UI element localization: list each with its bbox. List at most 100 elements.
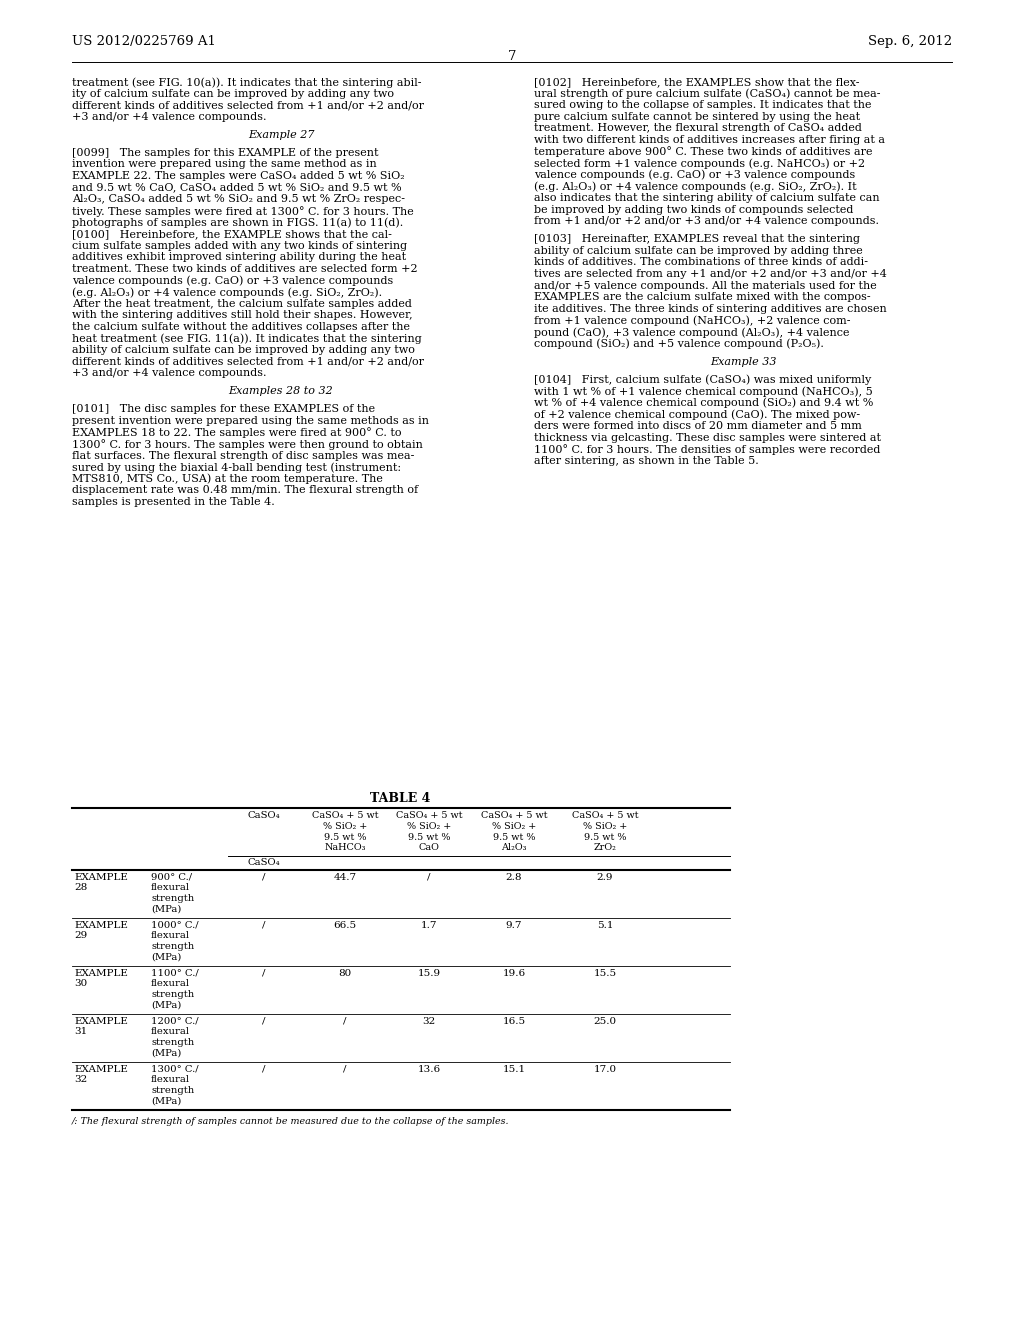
Text: Example 33: Example 33 bbox=[710, 356, 776, 367]
Text: 5.1: 5.1 bbox=[597, 921, 613, 931]
Text: heat treatment (see FIG. 11(a)). It indicates that the sintering: heat treatment (see FIG. 11(a)). It indi… bbox=[72, 334, 422, 345]
Text: strength: strength bbox=[151, 942, 195, 950]
Text: [0099]   The samples for this EXAMPLE of the present: [0099] The samples for this EXAMPLE of t… bbox=[72, 148, 379, 158]
Text: tively. These samples were fired at 1300° C. for 3 hours. The: tively. These samples were fired at 1300… bbox=[72, 206, 414, 216]
Text: ability of calcium sulfate can be improved by adding three: ability of calcium sulfate can be improv… bbox=[534, 246, 863, 256]
Text: US 2012/0225769 A1: US 2012/0225769 A1 bbox=[72, 36, 216, 48]
Text: /: / bbox=[262, 969, 266, 978]
Text: kinds of additives. The combinations of three kinds of addi-: kinds of additives. The combinations of … bbox=[534, 257, 868, 268]
Text: invention were prepared using the same method as in: invention were prepared using the same m… bbox=[72, 160, 377, 169]
Text: /: / bbox=[343, 1016, 347, 1026]
Text: [0101]   The disc samples for these EXAMPLES of the: [0101] The disc samples for these EXAMPL… bbox=[72, 404, 375, 414]
Text: 1100° C./: 1100° C./ bbox=[151, 969, 199, 978]
Text: 31: 31 bbox=[74, 1027, 87, 1036]
Text: ite additives. The three kinds of sintering additives are chosen: ite additives. The three kinds of sinter… bbox=[534, 304, 887, 314]
Text: flexural: flexural bbox=[151, 883, 190, 892]
Text: strength: strength bbox=[151, 1086, 195, 1096]
Text: After the heat treatment, the calcium sulfate samples added: After the heat treatment, the calcium su… bbox=[72, 298, 412, 309]
Text: 28: 28 bbox=[74, 883, 87, 892]
Text: 44.7: 44.7 bbox=[334, 873, 356, 882]
Text: Sep. 6, 2012: Sep. 6, 2012 bbox=[868, 36, 952, 48]
Text: wt % of +4 valence chemical compound (SiO₂) and 9.4 wt %: wt % of +4 valence chemical compound (Si… bbox=[534, 397, 873, 408]
Text: 1.7: 1.7 bbox=[421, 921, 437, 931]
Text: 1100° C. for 3 hours. The densities of samples were recorded: 1100° C. for 3 hours. The densities of s… bbox=[534, 444, 881, 455]
Text: and 9.5 wt % CaO, CaSO₄ added 5 wt % SiO₂ and 9.5 wt %: and 9.5 wt % CaO, CaSO₄ added 5 wt % SiO… bbox=[72, 182, 401, 193]
Text: /: / bbox=[427, 873, 431, 882]
Text: CaSO₄: CaSO₄ bbox=[248, 858, 281, 867]
Text: 7: 7 bbox=[508, 50, 516, 63]
Text: 32: 32 bbox=[422, 1016, 435, 1026]
Text: +3 and/or +4 valence compounds.: +3 and/or +4 valence compounds. bbox=[72, 368, 266, 378]
Text: the calcium sulfate without the additives collapses after the: the calcium sulfate without the additive… bbox=[72, 322, 410, 331]
Text: tives are selected from any +1 and/or +2 and/or +3 and/or +4: tives are selected from any +1 and/or +2… bbox=[534, 269, 887, 279]
Text: +3 and/or +4 valence compounds.: +3 and/or +4 valence compounds. bbox=[72, 112, 266, 121]
Text: strength: strength bbox=[151, 1038, 195, 1047]
Text: 2.9: 2.9 bbox=[597, 873, 613, 882]
Text: additives exhibit improved sintering ability during the heat: additives exhibit improved sintering abi… bbox=[72, 252, 407, 263]
Text: different kinds of additives selected from +1 and/or +2 and/or: different kinds of additives selected fr… bbox=[72, 356, 424, 367]
Text: from +1 and/or +2 and/or +3 and/or +4 valence compounds.: from +1 and/or +2 and/or +3 and/or +4 va… bbox=[534, 216, 879, 226]
Text: CaSO₄ + 5 wt
% SiO₂ +
9.5 wt %
ZrO₂: CaSO₄ + 5 wt % SiO₂ + 9.5 wt % ZrO₂ bbox=[571, 810, 638, 853]
Text: (MPa): (MPa) bbox=[151, 1048, 181, 1057]
Text: 32: 32 bbox=[74, 1076, 87, 1085]
Text: cium sulfate samples added with any two kinds of sintering: cium sulfate samples added with any two … bbox=[72, 240, 408, 251]
Text: sured by using the biaxial 4-ball bending test (instrument:: sured by using the biaxial 4-ball bendin… bbox=[72, 462, 401, 473]
Text: temperature above 900° C. These two kinds of additives are: temperature above 900° C. These two kind… bbox=[534, 147, 872, 157]
Text: [0102]   Hereinbefore, the EXAMPLES show that the flex-: [0102] Hereinbefore, the EXAMPLES show t… bbox=[534, 77, 859, 87]
Text: TABLE 4: TABLE 4 bbox=[370, 792, 430, 805]
Text: 15.5: 15.5 bbox=[594, 969, 616, 978]
Text: 30: 30 bbox=[74, 979, 87, 989]
Text: 15.1: 15.1 bbox=[503, 1065, 525, 1074]
Text: 1000° C./: 1000° C./ bbox=[151, 921, 199, 931]
Text: flexural: flexural bbox=[151, 1076, 190, 1085]
Text: 1300° C./: 1300° C./ bbox=[151, 1065, 199, 1074]
Text: (e.g. Al₂O₃) or +4 valence compounds (e.g. SiO₂, ZrO₂).: (e.g. Al₂O₃) or +4 valence compounds (e.… bbox=[72, 286, 382, 297]
Text: with 1 wt % of +1 valence chemical compound (NaHCO₃), 5: with 1 wt % of +1 valence chemical compo… bbox=[534, 387, 872, 397]
Text: 16.5: 16.5 bbox=[503, 1016, 525, 1026]
Text: treatment (see FIG. 10(a)). It indicates that the sintering abil-: treatment (see FIG. 10(a)). It indicates… bbox=[72, 77, 422, 87]
Text: ability of calcium sulfate can be improved by adding any two: ability of calcium sulfate can be improv… bbox=[72, 345, 415, 355]
Text: [0100]   Hereinbefore, the EXAMPLE shows that the cal-: [0100] Hereinbefore, the EXAMPLE shows t… bbox=[72, 228, 392, 239]
Text: sured owing to the collapse of samples. It indicates that the: sured owing to the collapse of samples. … bbox=[534, 100, 871, 110]
Text: 15.9: 15.9 bbox=[418, 969, 440, 978]
Text: pure calcium sulfate cannot be sintered by using the heat: pure calcium sulfate cannot be sintered … bbox=[534, 112, 860, 121]
Text: (e.g. Al₂O₃) or +4 valence compounds (e.g. SiO₂, ZrO₂). It: (e.g. Al₂O₃) or +4 valence compounds (e.… bbox=[534, 181, 857, 191]
Text: EXAMPLE: EXAMPLE bbox=[74, 969, 128, 978]
Text: CaSO₄: CaSO₄ bbox=[248, 810, 281, 820]
Text: 2.8: 2.8 bbox=[506, 873, 522, 882]
Text: CaSO₄ + 5 wt
% SiO₂ +
9.5 wt %
CaO: CaSO₄ + 5 wt % SiO₂ + 9.5 wt % CaO bbox=[395, 810, 462, 853]
Text: 900° C./: 900° C./ bbox=[151, 873, 193, 882]
Text: (MPa): (MPa) bbox=[151, 1097, 181, 1106]
Text: 80: 80 bbox=[338, 969, 351, 978]
Text: 13.6: 13.6 bbox=[418, 1065, 440, 1074]
Text: EXAMPLE: EXAMPLE bbox=[74, 921, 128, 931]
Text: EXAMPLE: EXAMPLE bbox=[74, 1016, 128, 1026]
Text: treatment. However, the flexural strength of CaSO₄ added: treatment. However, the flexural strengt… bbox=[534, 123, 862, 133]
Text: treatment. These two kinds of additives are selected form +2: treatment. These two kinds of additives … bbox=[72, 264, 418, 273]
Text: valence compounds (e.g. CaO) or +3 valence compounds: valence compounds (e.g. CaO) or +3 valen… bbox=[534, 170, 855, 181]
Text: with two different kinds of additives increases after firing at a: with two different kinds of additives in… bbox=[534, 135, 885, 145]
Text: with the sintering additives still hold their shapes. However,: with the sintering additives still hold … bbox=[72, 310, 413, 321]
Text: Example 27: Example 27 bbox=[248, 129, 314, 140]
Text: after sintering, as shown in the Table 5.: after sintering, as shown in the Table 5… bbox=[534, 455, 759, 466]
Text: (MPa): (MPa) bbox=[151, 1001, 181, 1010]
Text: EXAMPLES are the calcium sulfate mixed with the compos-: EXAMPLES are the calcium sulfate mixed w… bbox=[534, 292, 870, 302]
Text: ders were formed into discs of 20 mm diameter and 5 mm: ders were formed into discs of 20 mm dia… bbox=[534, 421, 862, 430]
Text: of +2 valence chemical compound (CaO). The mixed pow-: of +2 valence chemical compound (CaO). T… bbox=[534, 409, 860, 420]
Text: ity of calcium sulfate can be improved by adding any two: ity of calcium sulfate can be improved b… bbox=[72, 88, 394, 99]
Text: MTS810, MTS Co., USA) at the room temperature. The: MTS810, MTS Co., USA) at the room temper… bbox=[72, 474, 383, 484]
Text: /: / bbox=[262, 1065, 266, 1074]
Text: /: / bbox=[262, 873, 266, 882]
Text: and/or +5 valence compounds. All the materials used for the: and/or +5 valence compounds. All the mat… bbox=[534, 281, 877, 290]
Text: /: / bbox=[262, 921, 266, 931]
Text: be improved by adding two kinds of compounds selected: be improved by adding two kinds of compo… bbox=[534, 205, 853, 215]
Text: compound (SiO₂) and +5 valence compound (P₂O₅).: compound (SiO₂) and +5 valence compound … bbox=[534, 338, 824, 350]
Text: CaSO₄ + 5 wt
% SiO₂ +
9.5 wt %
NaHCO₃: CaSO₄ + 5 wt % SiO₂ + 9.5 wt % NaHCO₃ bbox=[311, 810, 378, 853]
Text: CaSO₄ + 5 wt
% SiO₂ +
9.5 wt %
Al₂O₃: CaSO₄ + 5 wt % SiO₂ + 9.5 wt % Al₂O₃ bbox=[480, 810, 547, 853]
Text: 1300° C. for 3 hours. The samples were then ground to obtain: 1300° C. for 3 hours. The samples were t… bbox=[72, 440, 423, 450]
Text: selected form +1 valence compounds (e.g. NaHCO₃) or +2: selected form +1 valence compounds (e.g.… bbox=[534, 158, 865, 169]
Text: pound (CaO), +3 valence compound (Al₂O₃), +4 valence: pound (CaO), +3 valence compound (Al₂O₃)… bbox=[534, 327, 850, 338]
Text: 1200° C./: 1200° C./ bbox=[151, 1016, 199, 1026]
Text: thickness via gelcasting. These disc samples were sintered at: thickness via gelcasting. These disc sam… bbox=[534, 433, 881, 442]
Text: /: / bbox=[343, 1065, 347, 1074]
